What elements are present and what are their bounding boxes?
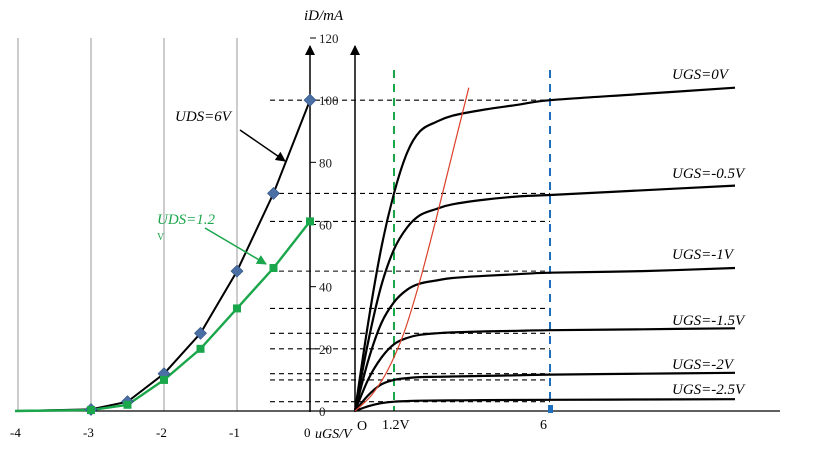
load-curve xyxy=(354,87,470,412)
curves xyxy=(14,86,736,413)
ugs-05-label: UGS=-0.5V xyxy=(672,166,746,182)
x-tick-label: -2 xyxy=(156,425,167,440)
output-curve-5 xyxy=(354,398,736,413)
ugs-25-label: UGS=-2.5V xyxy=(672,382,746,398)
y-tick-label: 20 xyxy=(319,342,332,357)
y-axis-label: iD/mA xyxy=(304,8,344,24)
origin-label: O xyxy=(357,419,367,434)
ugs-2-label: UGS=-2V xyxy=(672,357,735,373)
y-tick-label: 40 xyxy=(319,280,332,295)
projection-lines xyxy=(270,70,551,411)
data-point-uds12 xyxy=(269,264,278,273)
output-curve-4 xyxy=(354,371,736,412)
output-curve-1 xyxy=(353,184,736,412)
output-x-tick: 1.2V xyxy=(382,418,410,433)
transfer-curve-0 xyxy=(14,99,311,412)
y-tick-label: 60 xyxy=(319,218,332,233)
data-point-uds6 xyxy=(267,186,280,200)
data-point-uds12 xyxy=(123,400,132,409)
x-tick-label: -4 xyxy=(10,425,21,440)
data-point-uds12 xyxy=(196,344,205,353)
data-point-uds6 xyxy=(230,264,244,278)
markers xyxy=(84,93,553,416)
uds12-label: UDS=1.2 xyxy=(157,212,216,228)
uds6-label: UDS=6V xyxy=(175,109,233,125)
y-tick-label: 100 xyxy=(319,93,339,108)
uds6-pointer-arrow xyxy=(239,129,286,162)
output-x-tick: 6 xyxy=(540,418,547,433)
x-axis-label: uGS/V xyxy=(315,427,353,442)
x-tick-label: 0 xyxy=(304,425,311,440)
ugs-15-label: UGS=-1.5V xyxy=(672,313,746,329)
grid-layer xyxy=(17,38,238,411)
x-tick-label: -3 xyxy=(83,425,94,440)
uds12-unit: V xyxy=(157,232,165,243)
x-tick-label: -1 xyxy=(229,425,240,440)
data-point-uds12 xyxy=(233,304,241,313)
data-point-uds12 xyxy=(160,375,168,384)
ugs-0-label: UGS=0V xyxy=(672,67,730,83)
ugs-1-label: UGS=-1V xyxy=(672,247,735,263)
y-tick-label: 80 xyxy=(319,155,332,170)
data-point-uds6 xyxy=(194,326,207,340)
output-curve-2 xyxy=(353,266,736,412)
y-tick-label: 120 xyxy=(319,31,339,46)
y-tick-label: 0 xyxy=(319,404,326,419)
output-curve-3 xyxy=(353,327,736,412)
blue-end-mark xyxy=(548,405,553,413)
output-curve-0 xyxy=(353,86,736,412)
uds12-pointer-arrow xyxy=(204,227,267,265)
axes: -4 -3 -2 -1 00 20 40 60 80 100 120 1.2V 6 xyxy=(10,31,780,440)
data-point-uds6 xyxy=(303,93,317,107)
data-point-uds12 xyxy=(306,217,314,226)
data-point-uds12 xyxy=(87,406,95,415)
